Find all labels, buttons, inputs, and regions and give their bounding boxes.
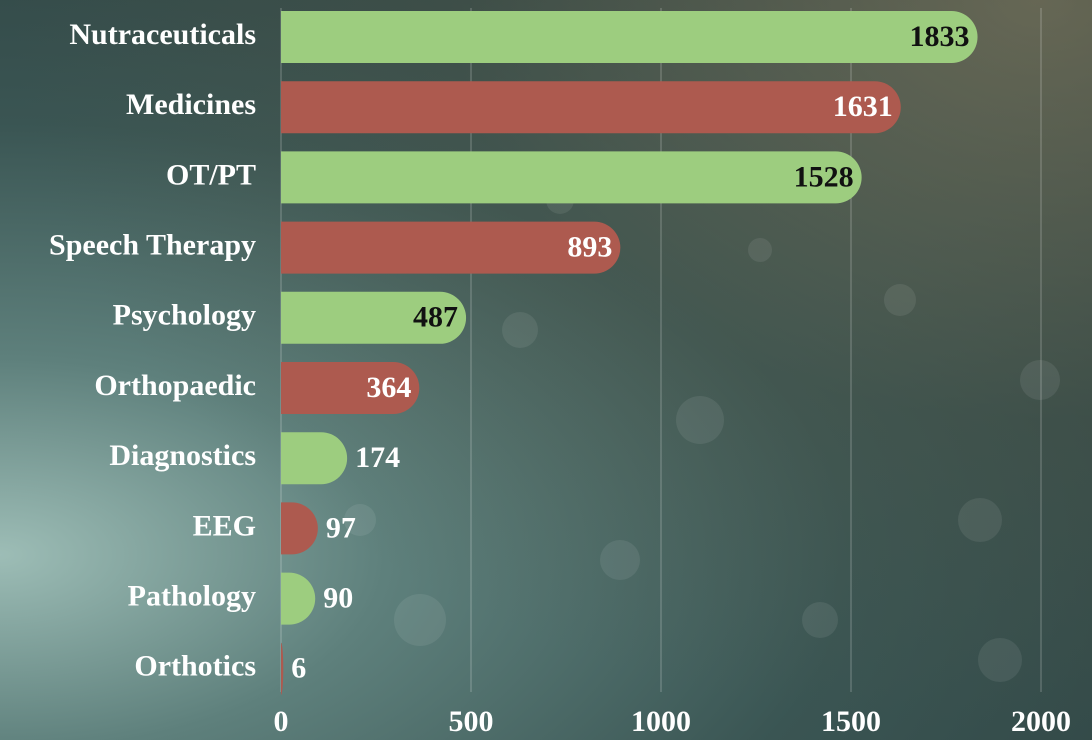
value-label: 90	[323, 581, 353, 614]
y-tick-label: Nutraceuticals	[69, 18, 256, 51]
value-label: 1631	[833, 90, 893, 123]
value-label: 893	[567, 230, 612, 263]
value-label: 487	[413, 301, 458, 334]
y-tick-label: Orthopaedic	[94, 369, 256, 402]
x-tick-label: 0	[274, 705, 289, 738]
bar	[281, 291, 467, 344]
bar	[281, 502, 318, 555]
bar	[281, 151, 862, 204]
y-tick-label: Speech Therapy	[49, 228, 256, 261]
bar	[281, 221, 621, 274]
y-tick-label: Orthotics	[134, 650, 256, 683]
y-tick-label: Medicines	[126, 88, 256, 121]
value-label: 174	[355, 441, 400, 474]
y-tick-label: OT/PT	[166, 158, 256, 191]
y-tick-label: Diagnostics	[109, 439, 256, 472]
bars: Nutraceuticals 1833 Medicines 1631 OT/PT 1528…	[49, 11, 978, 695]
x-tick-label: 1000	[631, 705, 691, 738]
value-label: 364	[366, 371, 411, 404]
y-tick-label: EEG	[193, 509, 256, 542]
y-tick-label: Pathology	[128, 579, 256, 612]
value-label: 1528	[794, 160, 854, 193]
grid: 0 500 1000 1500 2000	[274, 8, 1071, 738]
bar	[281, 432, 348, 485]
bar	[281, 81, 901, 134]
bar	[281, 572, 316, 625]
bar	[281, 362, 420, 414]
x-tick-label: 2000	[1011, 705, 1071, 738]
bar	[281, 11, 978, 63]
x-tick-label: 500	[449, 705, 494, 738]
bar	[281, 642, 284, 695]
value-label: 97	[326, 511, 356, 544]
y-tick-label: Psychology	[113, 299, 256, 332]
value-label: 6	[291, 652, 306, 685]
value-label: 1833	[910, 20, 970, 53]
bokeh	[344, 186, 1060, 682]
x-tick-label: 1500	[821, 705, 881, 738]
